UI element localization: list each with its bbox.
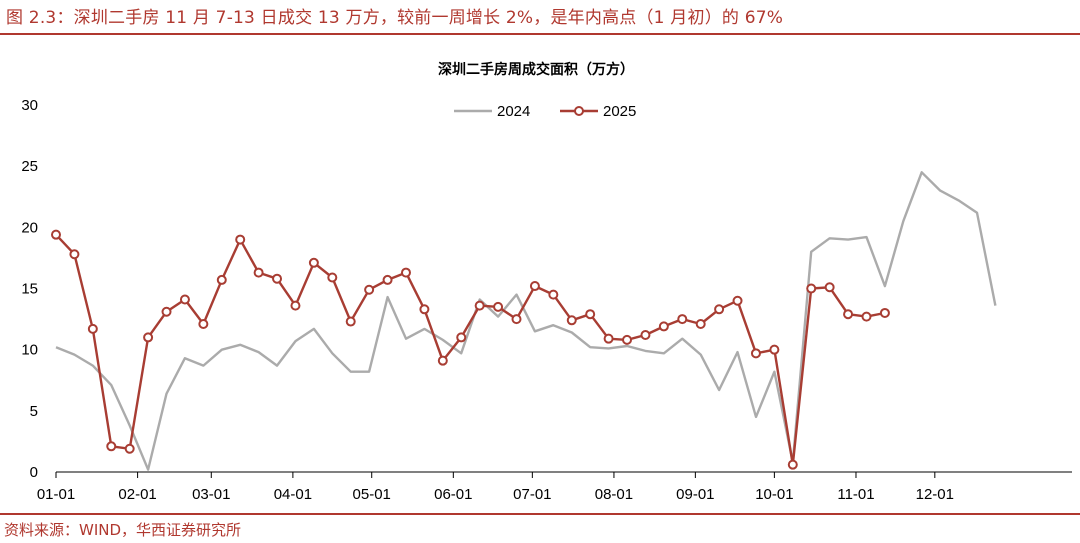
line-chart: 深圳二手房周成交面积（万方） 2024 2025 05101520253001-0… (21, 61, 1072, 503)
data-point-2025 (272, 273, 283, 284)
data-point-2025 (456, 332, 467, 343)
x-tick-label: 04-01 (274, 486, 312, 503)
legend-label-2025: 2025 (603, 103, 636, 120)
series-line-2025 (55, 233, 886, 466)
data-point-2025 (806, 283, 817, 294)
source-note: 资料来源：WIND，华西证券研究所 (4, 521, 242, 539)
data-point-2025 (106, 441, 117, 452)
x-tick-label: 01-01 (37, 486, 75, 503)
data-point-2025 (843, 309, 854, 320)
data-point-2025 (124, 443, 135, 454)
y-tick-label: 0 (30, 464, 38, 481)
data-point-2025 (861, 311, 872, 322)
y-tick-label: 25 (21, 158, 38, 175)
top-divider (0, 33, 1080, 35)
data-point-2025 (364, 284, 375, 295)
data-point-2025 (308, 257, 319, 268)
data-point-2025 (677, 314, 688, 325)
x-tick-label: 09-01 (676, 486, 714, 503)
data-point-2025 (216, 274, 227, 285)
data-point-2025 (566, 315, 577, 326)
data-point-2025 (824, 282, 835, 293)
data-point-2025 (511, 314, 522, 325)
legend-marker-2025 (574, 106, 584, 116)
data-point-2025 (548, 289, 559, 300)
bottom-divider (0, 513, 1080, 515)
plot-area (51, 171, 997, 471)
data-point-2025 (419, 304, 430, 315)
data-point-2025 (290, 300, 301, 311)
legend-label-2024: 2024 (497, 103, 530, 120)
y-tick-label: 10 (21, 342, 38, 359)
y-tick-label: 30 (21, 97, 38, 114)
y-tick-label: 15 (21, 281, 38, 298)
chart-title: 深圳二手房周成交面积（万方） (438, 61, 634, 78)
data-point-2025 (529, 281, 540, 292)
data-point-2025 (327, 272, 338, 283)
data-point-2025 (87, 323, 98, 334)
data-point-2025 (493, 301, 504, 312)
data-point-2025 (51, 229, 61, 240)
data-point-2025 (603, 333, 614, 344)
data-point-2025 (437, 355, 448, 366)
data-point-2025 (382, 274, 393, 285)
data-point-2025 (198, 318, 209, 329)
data-point-2025 (69, 249, 80, 260)
data-point-2025 (640, 329, 651, 340)
data-point-2025 (787, 459, 798, 470)
data-point-2025 (143, 332, 154, 343)
data-point-2025 (732, 295, 743, 306)
x-tick-label: 06-01 (434, 486, 472, 503)
data-point-2025 (585, 309, 596, 320)
data-point-2025 (695, 318, 706, 329)
data-point-2025 (622, 334, 633, 345)
x-tick-label: 08-01 (595, 486, 633, 503)
data-point-2025 (253, 267, 264, 278)
y-tick-label: 20 (21, 219, 38, 236)
x-tick-label: 11-01 (837, 486, 874, 503)
x-tick-label: 03-01 (192, 486, 230, 503)
data-point-2025 (235, 234, 246, 245)
data-point-2025 (769, 344, 780, 355)
data-point-2025 (714, 304, 725, 315)
x-tick-label: 05-01 (353, 486, 391, 503)
data-point-2025 (658, 321, 669, 332)
x-tick-label: 10-01 (755, 486, 793, 503)
series-line-2024 (55, 171, 997, 471)
chart-legend: 2024 2025 (454, 103, 636, 120)
x-tick-label: 07-01 (513, 486, 551, 503)
data-point-2025 (474, 300, 485, 311)
data-point-2025 (750, 348, 761, 359)
x-tick-label: 02-01 (118, 486, 156, 503)
figure-title: 图 2.3：深圳二手房 11 月 7-13 日成交 13 万方，较前一周增长 2… (6, 8, 784, 28)
y-tick-label: 5 (30, 403, 38, 420)
data-point-2025 (345, 316, 356, 327)
data-point-2025 (179, 294, 190, 305)
data-point-2025 (400, 267, 411, 278)
data-point-2025 (879, 307, 890, 318)
x-tick-label: 12-01 (916, 486, 954, 503)
data-point-2025 (161, 306, 172, 317)
